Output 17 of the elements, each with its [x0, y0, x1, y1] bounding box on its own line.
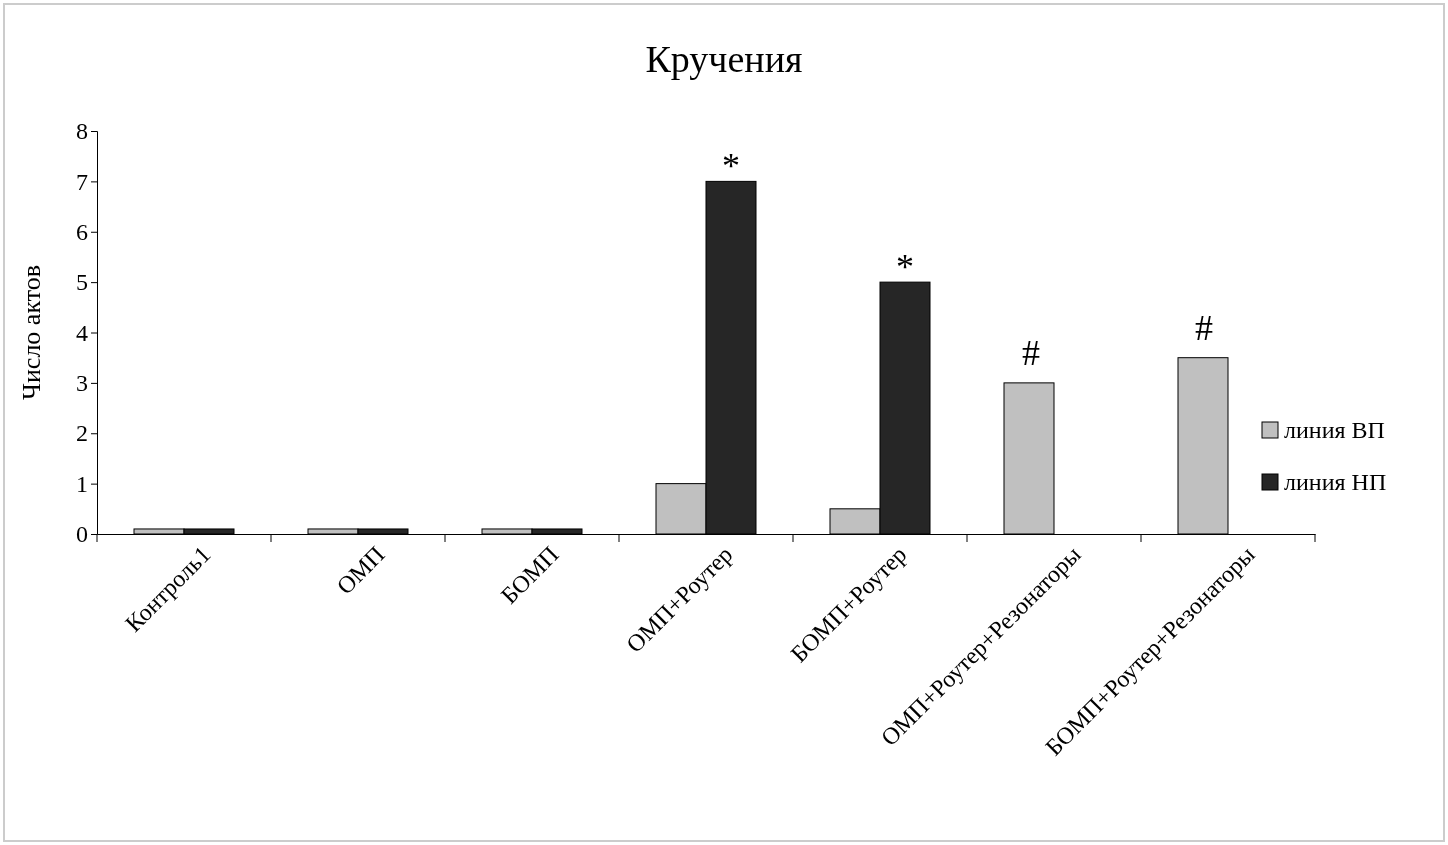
y-tick-label: 5	[76, 269, 88, 296]
y-tick-label: 0	[76, 521, 88, 548]
y-tick-label: 8	[76, 118, 88, 145]
y-tick-label: 6	[76, 218, 88, 245]
y-axis-title: Число актов	[17, 265, 46, 400]
chart-title: Кручения	[645, 38, 803, 80]
y-tick-label: 7	[76, 168, 88, 195]
y-tick-label: 2	[76, 420, 88, 447]
y-tick-label: 4	[76, 319, 88, 346]
annotation: *	[896, 247, 914, 288]
y-tick-label: 3	[76, 370, 88, 397]
y-tick-label: 1	[76, 470, 88, 497]
legend-label: линия ВП	[1284, 417, 1385, 444]
annotation: #	[1022, 333, 1040, 373]
annotation: *	[722, 146, 740, 187]
annotation: #	[1195, 308, 1213, 348]
legend-label: линия НП	[1284, 469, 1387, 496]
